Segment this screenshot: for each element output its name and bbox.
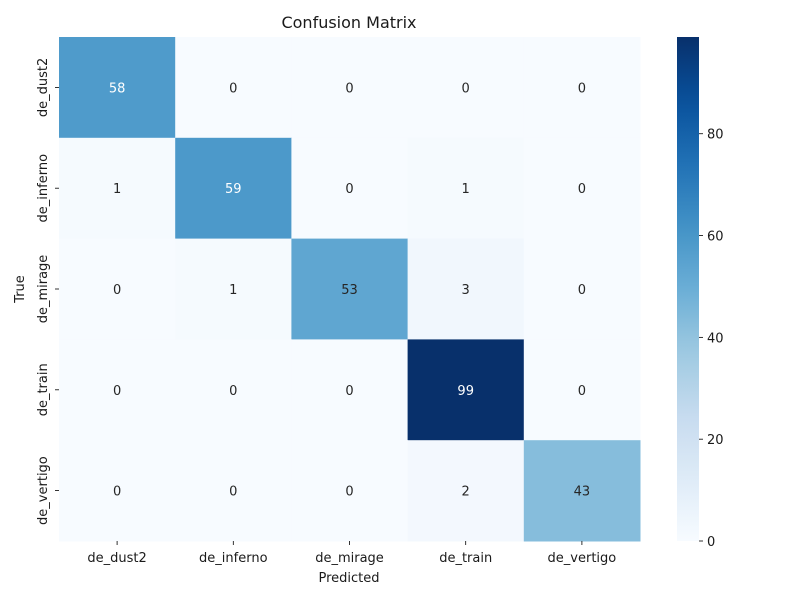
cell-value-label: 99 (457, 384, 474, 399)
cell-value-label: 0 (578, 182, 586, 197)
cell-de_inferno-de_dust2 (59, 137, 176, 240)
x-tick-label: de_mirage (315, 551, 384, 566)
cell-value-label: 58 (109, 81, 126, 96)
cell-de_mirage-de_mirage (291, 238, 409, 340)
y-axis-title: True (13, 275, 28, 304)
cell-de_inferno-de_mirage (291, 137, 409, 240)
cell-value-label: 3 (462, 283, 470, 298)
colorbar-tick-label: 80 (707, 128, 724, 143)
x-axis-title: Predicted (318, 571, 379, 586)
cell-de_inferno-de_vertigo (523, 137, 641, 240)
cell-value-label: 53 (341, 283, 358, 298)
cell-de_dust2-de_vertigo (523, 37, 641, 139)
cell-de_mirage-de_inferno (175, 238, 292, 340)
cell-value-label: 43 (574, 485, 591, 500)
cell-de_train-de_train (407, 339, 525, 441)
heatmap-cells (59, 37, 641, 542)
cell-value-label: 2 (462, 485, 470, 500)
cell-value-label: 0 (345, 81, 353, 96)
cell-value-label: 0 (229, 485, 237, 500)
cell-de_mirage-de_train (407, 238, 525, 340)
y-tick-label: de_mirage (36, 255, 51, 324)
cell-value-label: 0 (462, 81, 470, 96)
cell-de_inferno-de_inferno (175, 137, 292, 240)
cell-value-label: 0 (229, 81, 237, 96)
y-tick-label: de_vertigo (36, 456, 51, 525)
cell-de_train-de_dust2 (59, 339, 176, 441)
cell-value-label: 0 (578, 384, 586, 399)
cell-de_vertigo-de_mirage (291, 440, 409, 542)
cell-value-label: 0 (113, 485, 121, 500)
colorbar-tick-label: 40 (707, 331, 724, 346)
cell-de_dust2-de_dust2 (59, 37, 176, 139)
cell-value-label: 59 (225, 182, 242, 197)
cell-de_inferno-de_train (407, 137, 525, 240)
cell-value-label: 0 (345, 485, 353, 500)
colorbar-tick-label: 20 (707, 433, 724, 448)
x-tick-label: de_vertigo (548, 551, 617, 566)
cell-de_vertigo-de_dust2 (59, 440, 176, 542)
y-tick-label: de_dust2 (36, 58, 51, 117)
y-tick-label: de_train (36, 363, 51, 416)
x-tick-label: de_dust2 (87, 551, 146, 566)
chart-title: Confusion Matrix (281, 13, 416, 32)
cell-de_dust2-de_train (407, 37, 525, 139)
x-tick-label: de_train (439, 551, 492, 566)
cell-value-label: 0 (345, 182, 353, 197)
cell-value-label: 1 (113, 182, 121, 197)
y-axis: de_dust2 de_inferno de_mirage de_train de_ve… (36, 58, 59, 525)
cell-de_vertigo-de_train (407, 440, 525, 542)
cell-de_train-de_vertigo (523, 339, 641, 441)
cell-de_vertigo-de_vertigo (523, 440, 641, 542)
cell-value-label: 0 (113, 384, 121, 399)
colorbar-axis: 0 20 40 60 80 (699, 128, 724, 550)
cell-value-label: 1 (462, 182, 470, 197)
cell-de_vertigo-de_inferno (175, 440, 292, 542)
cell-de_mirage-de_dust2 (59, 238, 176, 340)
cell-de_mirage-de_vertigo (523, 238, 641, 340)
cell-de_dust2-de_inferno (175, 37, 292, 139)
cell-value-label: 1 (229, 283, 237, 298)
cell-de_train-de_mirage (291, 339, 409, 441)
colorbar-tick-label: 0 (707, 535, 715, 550)
cell-value-label: 0 (345, 384, 353, 399)
cell-value-label: 0 (578, 283, 586, 298)
cell-value-label: 0 (113, 283, 121, 298)
cell-value-label: 0 (229, 384, 237, 399)
cell-de_train-de_inferno (175, 339, 292, 441)
x-axis: de_dust2 de_inferno de_mirage de_train de_ve… (87, 541, 616, 566)
cell-value-label: 0 (578, 81, 586, 96)
colorbar-tick-label: 60 (707, 230, 724, 245)
cell-de_dust2-de_mirage (291, 37, 409, 139)
y-tick-label: de_inferno (36, 154, 51, 223)
x-tick-label: de_inferno (199, 551, 268, 566)
cell-annotations: 58 0 0 0 0 1 59 0 1 0 0 1 53 3 0 0 0 0 99 0 0 0 0 2 43 (109, 81, 590, 499)
colorbar (677, 37, 699, 541)
